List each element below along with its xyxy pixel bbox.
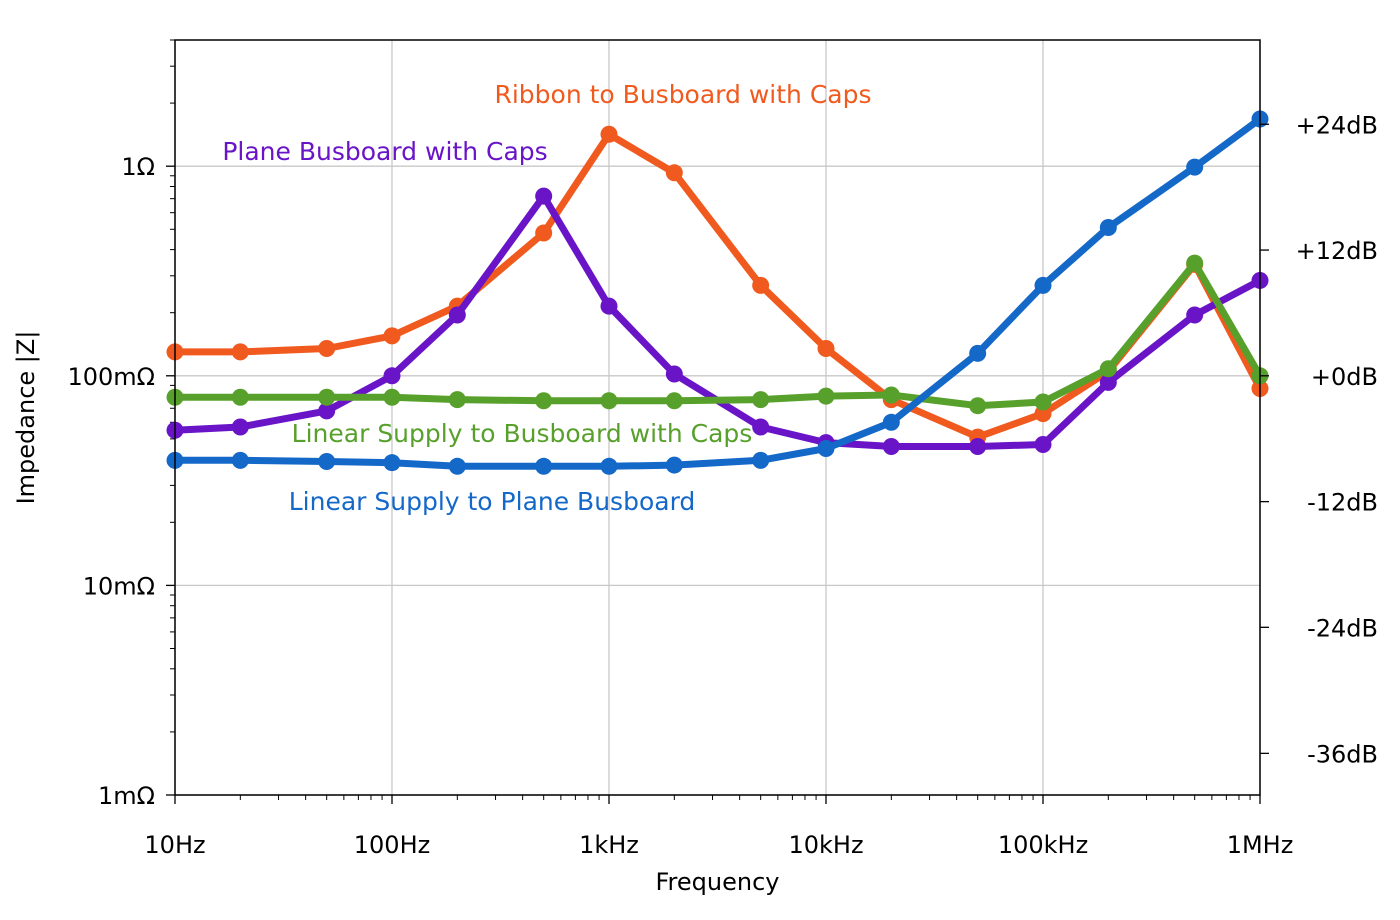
x-tick-label: 10kHz: [788, 831, 863, 859]
series-label-plane-busboard-with-caps: Plane Busboard with Caps: [222, 137, 547, 166]
series-linear-supply-to-plane-busboard: [166, 110, 1269, 475]
data-point: [817, 439, 835, 457]
secondary-y-tick-label: +24dB: [1296, 111, 1378, 139]
data-point: [752, 276, 770, 294]
data-point: [752, 451, 770, 469]
x-tick-label: 1MHz: [1227, 831, 1294, 859]
data-point: [600, 457, 618, 475]
y-axis-title: Impedance |Z|: [12, 331, 40, 505]
series-label-layer: Ribbon to Busboard with Caps Plane Busboa…: [222, 80, 871, 516]
x-tick-label: 100kHz: [998, 831, 1088, 859]
series-label-linear-supply-to-busboard-with-caps: Linear Supply to Busboard with Caps: [292, 419, 753, 448]
tick-layer: 10Hz 100Hz 1kHz 10kHz 100kHz 1MHz 1mΩ 10mΩ 100mΩ…: [67, 111, 1378, 859]
data-point: [817, 339, 835, 357]
data-point: [969, 437, 987, 455]
data-point: [752, 391, 770, 409]
series-label-linear-supply-to-plane-busboard: Linear Supply to Plane Busboard: [289, 487, 696, 516]
y-tick-label: 1mΩ: [98, 782, 155, 810]
data-point: [231, 343, 249, 361]
data-point: [1034, 405, 1052, 423]
x-tick-label: 10Hz: [144, 831, 205, 859]
data-point: [535, 187, 553, 205]
data-point: [448, 391, 466, 409]
data-point: [383, 388, 401, 406]
x-axis-title: Frequency: [656, 868, 780, 896]
data-point: [1186, 306, 1204, 324]
data-point: [600, 125, 618, 143]
data-point: [231, 388, 249, 406]
data-point: [665, 164, 683, 182]
series-layer: [166, 110, 1269, 475]
data-point: [448, 457, 466, 475]
data-point: [318, 388, 336, 406]
secondary-y-tick-label: +12dB: [1296, 237, 1378, 265]
data-point: [231, 418, 249, 436]
data-point: [600, 392, 618, 410]
plot-frame: [174, 39, 1261, 796]
data-point: [752, 418, 770, 436]
y-tick-label: 100mΩ: [67, 363, 155, 391]
data-point: [665, 456, 683, 474]
secondary-y-tick-label: +0dB: [1311, 363, 1378, 391]
data-point: [318, 453, 336, 471]
series-label-ribbon-to-busboard-with-caps: Ribbon to Busboard with Caps: [494, 80, 871, 109]
data-point: [535, 392, 553, 410]
data-point: [882, 413, 900, 431]
data-point: [1099, 373, 1117, 391]
x-tick-label: 1kHz: [579, 831, 639, 859]
series-line: [171, 259, 1264, 410]
data-point: [1034, 393, 1052, 411]
data-point: [1186, 158, 1204, 176]
secondary-y-tick-label: -36dB: [1307, 740, 1378, 768]
y-tick-label: 1Ω: [121, 153, 155, 181]
data-point: [231, 451, 249, 469]
data-point: [665, 365, 683, 383]
secondary-y-tick-label: -12dB: [1307, 489, 1378, 517]
data-point: [665, 392, 683, 410]
data-point: [600, 297, 618, 315]
secondary-y-tick-label: -24dB: [1307, 614, 1378, 642]
series-line: [171, 130, 1264, 441]
data-point: [817, 387, 835, 405]
data-point: [1099, 218, 1117, 236]
data-point: [383, 327, 401, 345]
data-point: [318, 402, 336, 420]
data-point: [882, 437, 900, 455]
data-point: [383, 454, 401, 472]
minor-ticks: [170, 39, 1251, 800]
data-point: [1034, 276, 1052, 294]
data-point: [535, 224, 553, 242]
series-line: [171, 115, 1264, 470]
data-point: [969, 344, 987, 362]
data-point: [1099, 360, 1117, 378]
x-tick-label: 100Hz: [354, 831, 430, 859]
data-point: [448, 306, 466, 324]
data-point: [969, 397, 987, 415]
data-point: [1034, 436, 1052, 454]
data-point: [1186, 254, 1204, 272]
data-point: [383, 367, 401, 385]
data-point: [318, 339, 336, 357]
data-point: [882, 386, 900, 404]
data-point: [535, 457, 553, 475]
y-tick-label: 10mΩ: [83, 572, 155, 600]
